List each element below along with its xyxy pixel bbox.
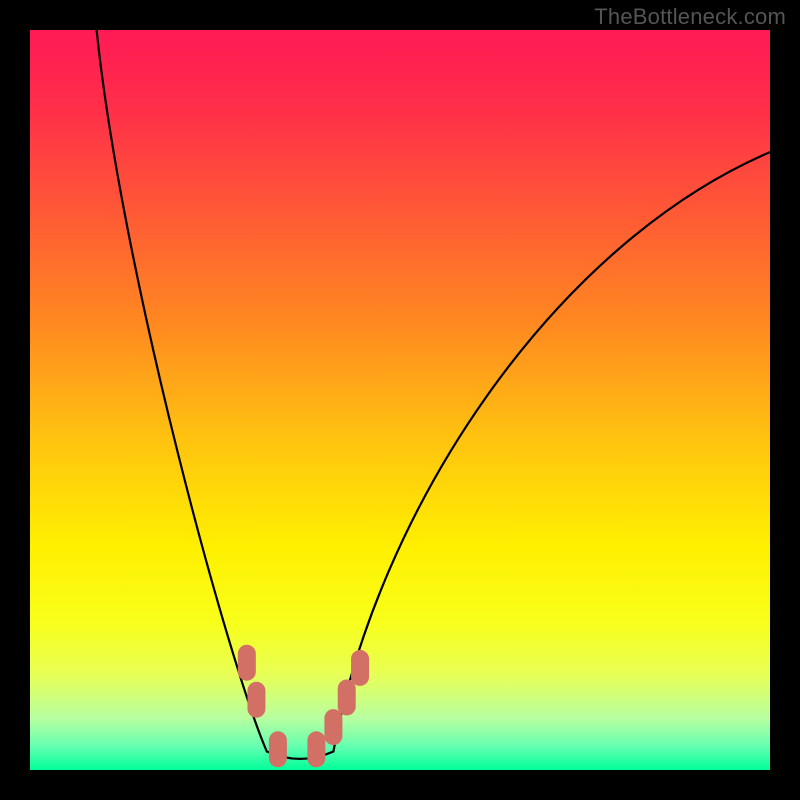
curve-marker (307, 731, 325, 767)
bottleneck-curve (97, 30, 770, 759)
markers-group (238, 645, 369, 768)
curve-layer (30, 30, 770, 770)
curve-marker (238, 645, 256, 681)
plot-area (30, 30, 770, 770)
curve-marker (338, 679, 356, 715)
curve-marker (351, 650, 369, 686)
curve-marker (269, 731, 287, 767)
watermark-text: TheBottleneck.com (594, 4, 786, 30)
curve-marker (324, 709, 342, 745)
curve-marker (247, 682, 265, 718)
